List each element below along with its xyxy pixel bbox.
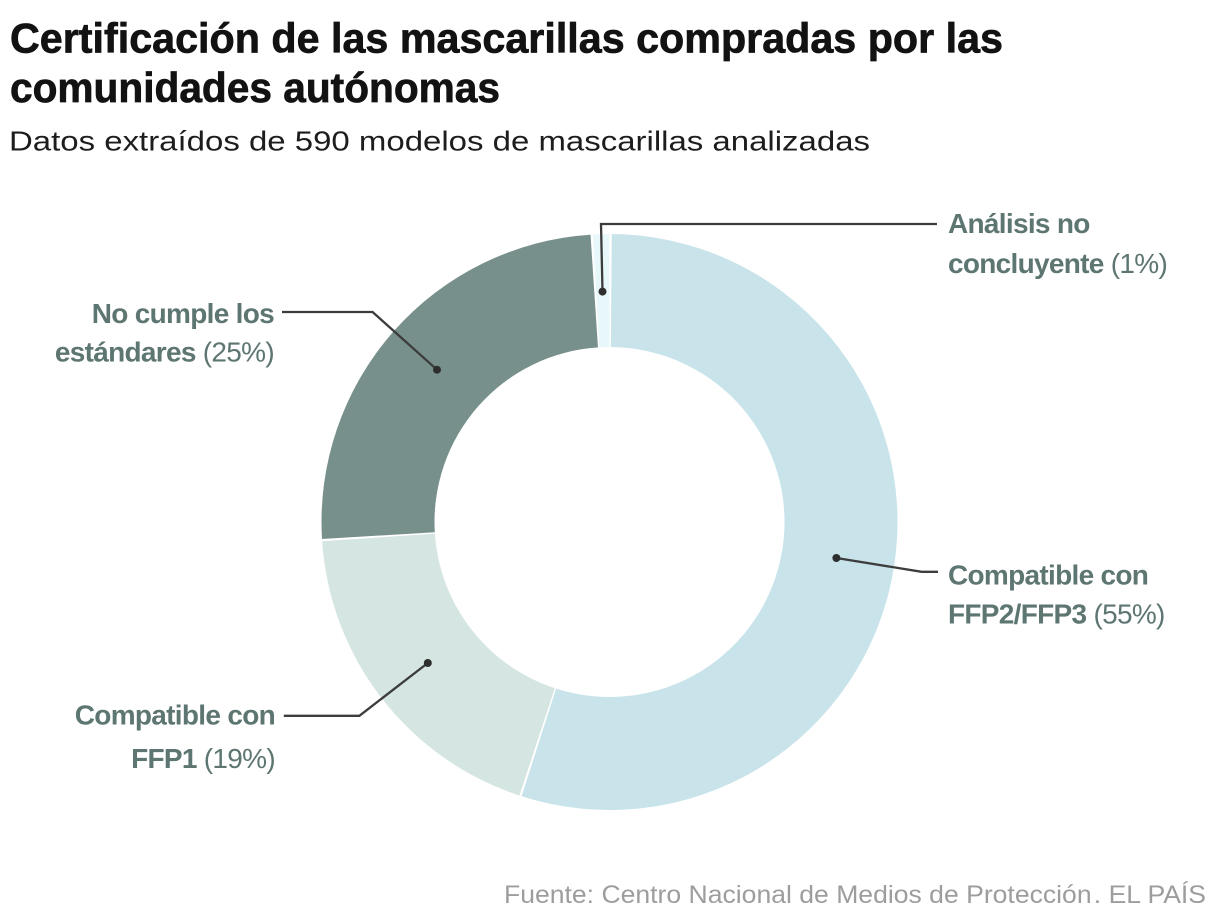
svg-text:FFP2/FFP3 (55%): FFP2/FFP3 (55%) — [948, 599, 1165, 630]
svg-text:concluyente (1%): concluyente (1%) — [948, 248, 1167, 279]
svg-text:Compatible con: Compatible con — [948, 559, 1148, 590]
svg-text:FFP1 (19%): FFP1 (19%) — [131, 743, 275, 774]
svg-text:Análisis no: Análisis no — [948, 208, 1090, 239]
svg-text:No cumple los: No cumple los — [92, 298, 274, 329]
svg-text:comunidades autónomas: comunidades autónomas — [10, 64, 500, 111]
svg-text:Certificación de las mascarill: Certificación de las mascarillas comprad… — [10, 14, 1003, 61]
svg-text:Compatible con: Compatible con — [75, 699, 275, 730]
svg-text:Fuente: Centro Nacional de Med: Fuente: Centro Nacional de Medios de Pro… — [504, 880, 1206, 909]
svg-text:estándares (25%): estándares (25%) — [55, 337, 274, 368]
svg-text:Datos extraídos de 590 modelos: Datos extraídos de 590 modelos de mascar… — [9, 125, 870, 156]
